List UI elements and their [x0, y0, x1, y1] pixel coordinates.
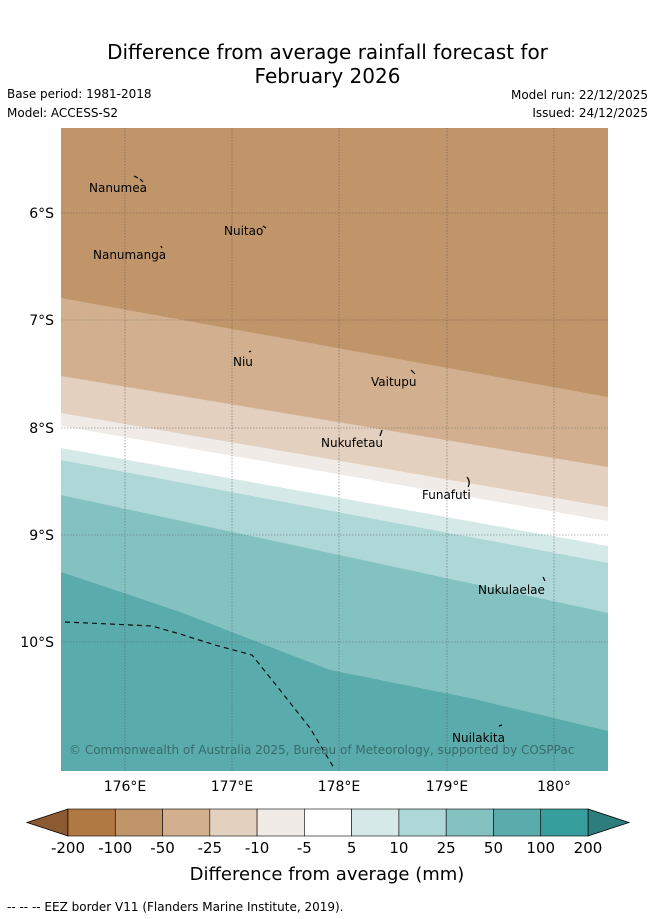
- lat-label: 10°S: [20, 635, 54, 651]
- lat-label: 7°S: [29, 313, 54, 329]
- place-label-nuitao: Nuitao: [224, 224, 263, 238]
- colorbar-extend-high: [587, 808, 631, 837]
- lat-label: 6°S: [29, 206, 54, 222]
- colorbar-swatch: [67, 808, 116, 837]
- colorbar-tick-label: 100: [526, 839, 555, 857]
- lon-label: 179°E: [426, 779, 469, 795]
- place-label-niu: Niu: [233, 355, 253, 369]
- title-line-2: February 2026: [254, 64, 401, 88]
- colorbar-extend-low: [25, 808, 69, 837]
- colorbar-tick-label: -50: [150, 839, 175, 857]
- colorbar-swatch: [209, 808, 258, 837]
- lon-label: 180°: [537, 779, 571, 795]
- colorbar-swatch: [304, 808, 352, 837]
- colorbar-tick-label: -100: [98, 839, 132, 857]
- island-outline: [498, 724, 503, 727]
- island-outline: [133, 175, 144, 183]
- island-outline: [410, 369, 416, 375]
- longitude-labels: 176°E 177°E 178°E 179°E 180°: [104, 779, 571, 795]
- colorbar-swatch: [351, 808, 400, 837]
- issued-date: Issued: 24/12/2025: [532, 106, 648, 120]
- island-outline: [466, 476, 470, 488]
- colorbar-tick-label: 10: [389, 839, 408, 857]
- island-outline: [262, 225, 267, 229]
- lat-label: 9°S: [29, 528, 54, 544]
- colorbar-swatch: [540, 808, 589, 837]
- place-label-nanumanga: Nanumanga: [93, 248, 166, 262]
- colorbar-tick-label: 200: [574, 839, 603, 857]
- colorbar-tick-label: 25: [437, 839, 456, 857]
- model-name: Model: ACCESS-S2: [7, 106, 119, 120]
- model-run: Model run: 22/12/2025: [510, 88, 648, 102]
- island-outline: [160, 245, 163, 249]
- colorbar-swatch: [445, 808, 494, 837]
- place-label-nukufetau: Nukufetau: [321, 436, 383, 450]
- title-line-1: Difference from average rainfall forecas…: [107, 40, 548, 64]
- colorbar-swatch: [398, 808, 447, 837]
- colorbar-tick-label: 5: [347, 839, 357, 857]
- island-outline: [379, 429, 383, 437]
- place-label-nuilakita: Nuilakita: [452, 731, 505, 745]
- graticule: [61, 128, 608, 771]
- colorbar-swatch: [493, 808, 542, 837]
- colorbar-tick-label: -200: [51, 839, 85, 857]
- colorbar-tick-label: -5: [297, 839, 312, 857]
- colorbar-tick-label: -10: [245, 839, 270, 857]
- contour-layer: [61, 128, 608, 771]
- lon-label: 177°E: [211, 779, 254, 795]
- copyright-notice: © Commonwealth of Australia 2025, Bureau…: [69, 743, 574, 757]
- band-minus-100-minus-50: [61, 128, 608, 397]
- base-period: Base period: 1981-2018: [7, 87, 152, 101]
- chart-title: Difference from average rainfall forecas…: [0, 40, 655, 88]
- place-label-nanumea: Nanumea: [89, 181, 147, 195]
- place-label-vaitupu: Vaitupu: [371, 375, 417, 389]
- place-labels: Nanumea Nuitao Nanumanga Niu Vaitupu Nuk…: [89, 181, 545, 745]
- eez-legend: -- -- -- EEZ border V11 (Flanders Marine…: [7, 900, 344, 914]
- colorbar-tick-label: -25: [198, 839, 223, 857]
- colorbar: -200 -100 -50 -25 -10 -5 5 10 25 50 100 200: [25, 808, 631, 857]
- island-outline: [248, 350, 252, 353]
- colorbar-tick-label: 50: [484, 839, 503, 857]
- colorbar-swatch: [256, 808, 305, 837]
- lat-label: 8°S: [29, 421, 54, 437]
- lon-label: 178°E: [318, 779, 361, 795]
- colorbar-label: Difference from average (mm): [190, 864, 465, 885]
- lon-label: 176°E: [104, 779, 147, 795]
- colorbar-swatch: [162, 808, 211, 837]
- island-marks: [133, 175, 546, 727]
- colorbar-swatch: [114, 808, 163, 837]
- island-outline: [542, 576, 546, 582]
- place-label-funafuti: Funafuti: [422, 488, 471, 502]
- latitude-labels: 6°S 7°S 8°S 9°S 10°S: [20, 206, 54, 651]
- place-label-nukulaelae: Nukulaelae: [478, 583, 545, 597]
